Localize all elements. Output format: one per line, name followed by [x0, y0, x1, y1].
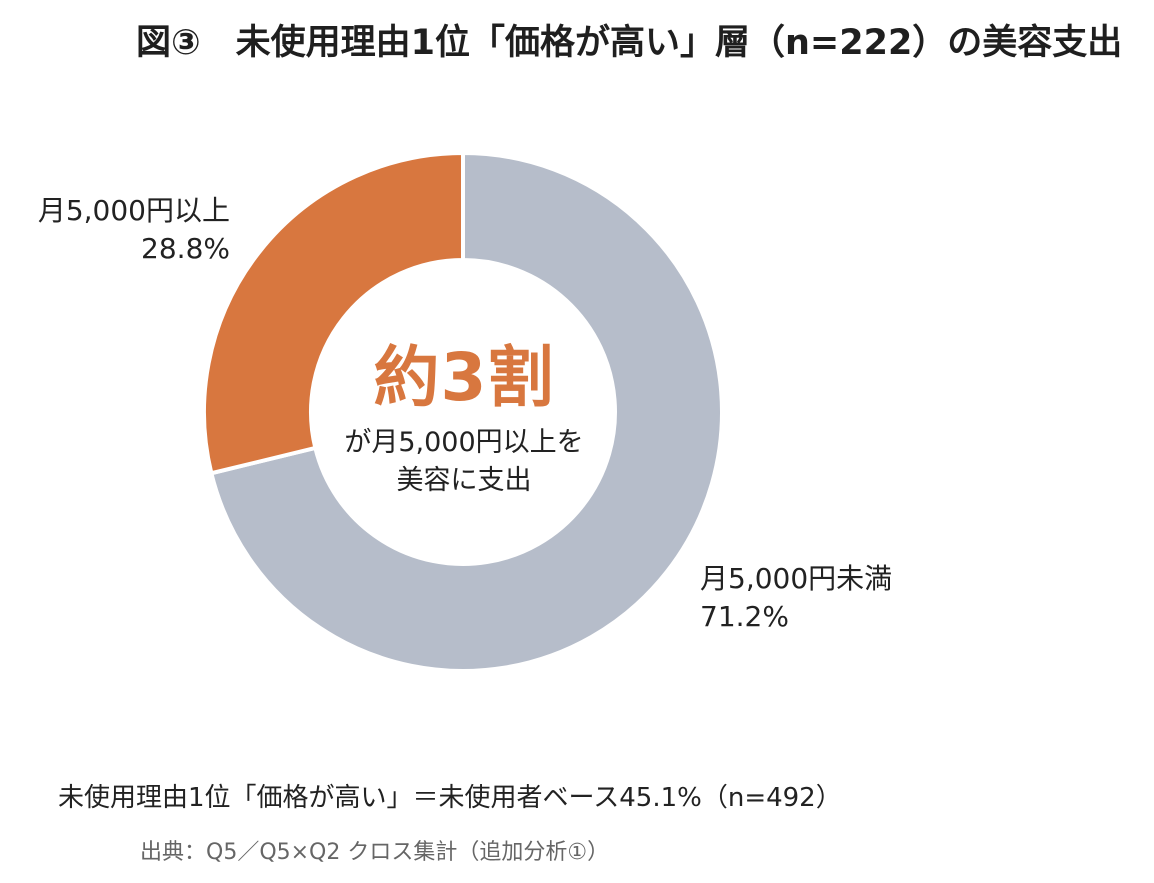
source-note: 出典：Q5／Q5×Q2 クロス集計（追加分析①） — [140, 840, 610, 865]
chart-title: 図③ 未使用理由1位「価格が高い」層（n=222）の美容支出 — [136, 23, 1123, 63]
slice-value-over-5000: 28.8% — [141, 232, 230, 265]
donut-center-text: 約3割 が月5,000円以上を 美容に支出 — [312, 332, 616, 500]
center-line-1: が月5,000円以上を — [344, 427, 584, 458]
slice-label-over-5000: 月5,000円以上 28.8% — [16, 192, 230, 268]
slice-label-under-5000: 月5,000円未満 71.2% — [700, 560, 892, 636]
center-headline: 約3割 — [373, 339, 555, 416]
donut-slice-under-5000 — [208, 150, 724, 673]
donut-slices — [202, 150, 724, 673]
slice-name-over-5000: 月5,000円以上 — [37, 194, 230, 227]
slice-value-under-5000: 71.2% — [700, 600, 789, 633]
footnote: 未使用理由1位「価格が高い」＝未使用者ベース45.1%（n=492） — [58, 783, 842, 813]
slice-name-under-5000: 月5,000円未満 — [700, 562, 893, 595]
donut-slice-over-5000 — [202, 150, 465, 476]
center-line-2: 美容に支出 — [396, 465, 532, 496]
